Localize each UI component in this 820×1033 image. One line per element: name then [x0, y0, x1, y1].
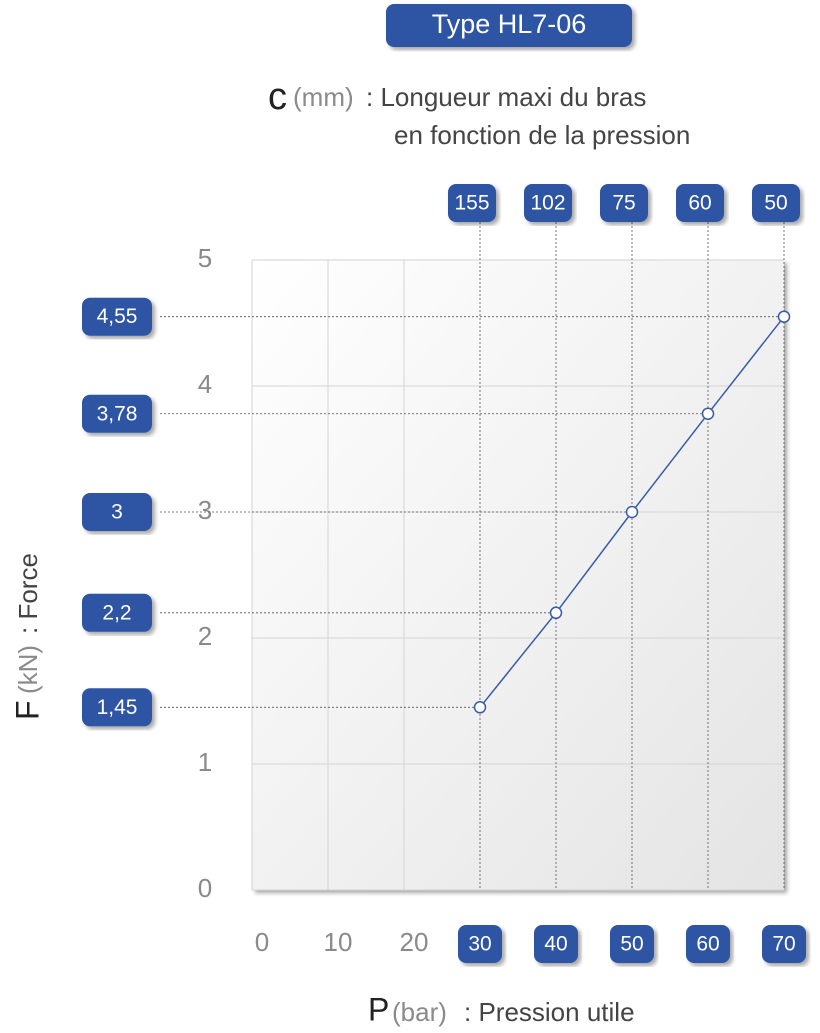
value-label: 1,45	[97, 696, 138, 719]
c-value-label: 75	[612, 192, 635, 215]
y-label: F (kN) : Force	[9, 553, 45, 720]
top-unit: (mm)	[293, 82, 354, 112]
y-text: : Force	[13, 553, 43, 634]
c-value-label-box	[524, 184, 572, 222]
y-symbol: F	[9, 700, 45, 720]
y-tick-label: 5	[198, 243, 212, 273]
y-tick-label: 4	[198, 369, 212, 399]
chart-title: Type HL7-06	[432, 9, 587, 39]
value-label-box	[82, 394, 152, 433]
x-tick-label: 20	[400, 927, 429, 957]
y-unit: (kN)	[13, 645, 43, 694]
value-label-box	[82, 297, 152, 336]
c-value-label: 60	[688, 192, 711, 215]
data-point	[701, 407, 715, 420]
x-tick-label-box	[686, 925, 730, 963]
data-point	[473, 701, 487, 714]
x-tick-label: 60	[696, 933, 719, 956]
x-unit: (bar)	[392, 997, 447, 1027]
data-point	[625, 505, 639, 519]
x-tick-label: 70	[772, 933, 795, 956]
x-tick-label: 30	[468, 933, 491, 956]
x-symbol: P	[368, 991, 389, 1027]
value-label: 3	[111, 501, 123, 524]
x-tick-label: 40	[544, 933, 567, 956]
y-tick-label: 3	[198, 495, 212, 525]
title-group: Type HL7-06	[386, 4, 632, 47]
y-tick-label: 0	[198, 873, 212, 903]
c-value-label: 102	[530, 192, 565, 215]
x-tick-label-box	[534, 925, 578, 963]
top-text: : Longueur maxi du bras	[366, 82, 646, 112]
data-point	[549, 606, 563, 620]
top-text: en fonction de la pression	[394, 120, 690, 150]
value-label: 3,78	[97, 402, 138, 425]
plot-area	[252, 260, 784, 890]
y-tick-label: 2	[198, 621, 212, 651]
x-tick-label: 0	[255, 927, 269, 957]
x-tick-label-box	[762, 925, 806, 963]
value-label-box	[82, 688, 152, 727]
c-value-label-box	[600, 184, 648, 222]
x-tick-label-box	[610, 925, 654, 963]
x-tick-label: 10	[324, 927, 353, 957]
c-value-label: 155	[454, 192, 489, 215]
c-value-label-box	[448, 184, 496, 222]
title-box	[386, 4, 632, 47]
c-value-label-box	[752, 184, 800, 222]
c-value-label-box	[676, 184, 724, 222]
data-point	[777, 310, 791, 323]
value-label-box	[82, 593, 152, 632]
c-value-label: 50	[764, 192, 787, 215]
x-tick-label-box	[458, 925, 502, 963]
x-text: : Pression utile	[464, 997, 635, 1027]
value-label-box	[82, 493, 152, 531]
top-symbol: c	[268, 76, 287, 118]
x-tick-label: 50	[620, 933, 643, 956]
y-tick-label: 1	[198, 747, 212, 777]
value-label: 4,55	[97, 305, 138, 328]
value-label: 2,2	[102, 601, 131, 624]
